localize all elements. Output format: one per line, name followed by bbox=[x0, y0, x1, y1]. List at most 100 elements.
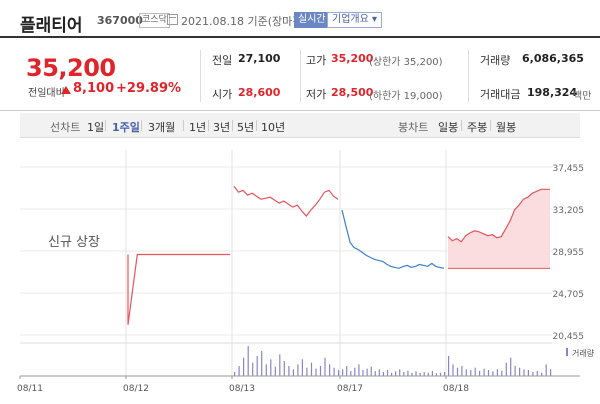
volume-bar bbox=[297, 364, 299, 376]
volume-bar bbox=[496, 369, 498, 376]
volume-bar bbox=[350, 371, 352, 376]
volume-bar bbox=[358, 364, 360, 376]
volume-bar bbox=[415, 371, 417, 376]
price-line-08/18 bbox=[447, 188, 550, 243]
volume-bar bbox=[452, 364, 454, 376]
volume-bar bbox=[456, 367, 459, 376]
volume-bar bbox=[427, 372, 429, 376]
high-value: 35,200 bbox=[331, 52, 374, 65]
volume-bar bbox=[461, 366, 463, 376]
up-triangle-icon bbox=[61, 86, 71, 94]
line-chart-label: 선차트 bbox=[50, 121, 81, 134]
high-label: 고가 bbox=[306, 54, 327, 67]
tab-1y[interactable]: 1년 bbox=[189, 121, 207, 134]
prev-close-label: 전일 bbox=[212, 54, 233, 67]
volume-bar bbox=[362, 370, 364, 376]
tab-5y[interactable]: 5년 bbox=[237, 121, 255, 134]
volume-legend: 거래량 bbox=[572, 348, 595, 358]
volume-bar bbox=[532, 372, 534, 376]
tab-1w[interactable]: 1주일 bbox=[112, 121, 140, 134]
volume-bar bbox=[448, 356, 450, 376]
stock-code: 367000 bbox=[97, 14, 143, 27]
x-tick-label: 08/13 bbox=[229, 384, 255, 394]
realtime-button[interactable]: 실시간 bbox=[294, 12, 330, 28]
volume-bar bbox=[395, 371, 397, 376]
volume-bar bbox=[541, 372, 543, 376]
volume-bar bbox=[419, 373, 421, 376]
change-value: 8,100 bbox=[73, 81, 115, 96]
volume-bar bbox=[519, 367, 521, 376]
volume-bar bbox=[234, 372, 236, 376]
volume-bar bbox=[487, 370, 490, 376]
volume-bar bbox=[431, 371, 433, 376]
volume-bar bbox=[243, 357, 245, 376]
change-rate: +29.89% bbox=[116, 81, 182, 96]
volume-bar bbox=[288, 366, 290, 376]
volume-bar bbox=[536, 371, 538, 376]
volume-bar bbox=[399, 369, 401, 376]
volume-bar bbox=[261, 351, 263, 376]
market-badge: 코스닥 bbox=[139, 13, 170, 28]
volume-bar bbox=[465, 369, 467, 376]
chart-grid bbox=[20, 150, 552, 376]
volume-bar bbox=[366, 368, 368, 376]
base-date: 2021.08.18 기준(장마감) bbox=[181, 15, 307, 28]
volume-bar bbox=[474, 367, 476, 376]
tab-daily[interactable]: 일봉 bbox=[438, 121, 459, 134]
open-value: 28,600 bbox=[238, 86, 281, 99]
volume-bar bbox=[238, 366, 240, 376]
company-overview-button[interactable]: 기업개요 ▾ bbox=[327, 12, 382, 28]
open-label: 시가 bbox=[212, 88, 233, 101]
volume-bar bbox=[411, 372, 413, 376]
divider bbox=[300, 50, 301, 102]
volume-bar bbox=[501, 370, 503, 376]
x-tick-label: 08/11 bbox=[17, 384, 43, 394]
volume-bar bbox=[370, 366, 372, 376]
stock-header: 플래티어 367000 코스닥 2021.08.18 기준(장마감) 실시간 기… bbox=[0, 0, 600, 38]
volume-bar bbox=[265, 364, 267, 376]
volume-bar bbox=[324, 357, 326, 376]
volume-bar bbox=[329, 364, 331, 376]
candle-chart-label: 봉차트 bbox=[398, 121, 429, 134]
tab-3m[interactable]: 3개월 bbox=[148, 121, 176, 134]
x-tick-label: 08/18 bbox=[443, 384, 469, 394]
volume-bar bbox=[505, 362, 507, 376]
volume-bar bbox=[479, 371, 481, 376]
volume-bar bbox=[342, 369, 344, 376]
volume-bars bbox=[234, 346, 552, 376]
volume-bar bbox=[283, 361, 285, 376]
volume-bar bbox=[279, 354, 281, 376]
tab-3y[interactable]: 3년 bbox=[213, 121, 231, 134]
tab-10y[interactable]: 10년 bbox=[261, 121, 286, 134]
volume-legend-icon bbox=[566, 348, 568, 356]
volume-bar bbox=[319, 366, 322, 376]
divider bbox=[468, 50, 469, 102]
stock-name: 플래티어 bbox=[20, 16, 83, 36]
volume-bar bbox=[374, 371, 376, 376]
fill-area bbox=[448, 189, 550, 269]
price-line-08/12 bbox=[127, 253, 230, 325]
volume-bar bbox=[483, 368, 485, 376]
x-axis: 08/11 08/12 08/13 08/17 08/18 bbox=[17, 375, 580, 394]
tab-weekly[interactable]: 주봉 bbox=[467, 121, 488, 134]
y-tick-label: 24,705 bbox=[553, 290, 585, 300]
volume-bar bbox=[292, 369, 294, 376]
volume-bar bbox=[403, 372, 405, 376]
price-fill bbox=[448, 189, 550, 269]
volume-bar bbox=[247, 346, 249, 376]
y-axis: 37,455 33,205 28,955 24,705 20,455 bbox=[553, 164, 585, 342]
y-tick-label: 20,455 bbox=[553, 332, 585, 342]
volume-bar bbox=[523, 369, 525, 376]
upper-limit: (상한가 35,200) bbox=[369, 57, 443, 68]
tab-monthly[interactable]: 월봉 bbox=[496, 121, 517, 134]
volume-bar bbox=[444, 372, 446, 376]
volume-bar bbox=[378, 369, 380, 376]
amount-value: 198,324 bbox=[527, 86, 578, 99]
volume-bar bbox=[470, 370, 472, 376]
volume-bar bbox=[423, 372, 425, 376]
volume-bar bbox=[256, 356, 258, 376]
price-line-08/13 bbox=[233, 185, 339, 217]
tab-1d[interactable]: 1일 bbox=[87, 121, 105, 134]
volume-bar bbox=[514, 366, 516, 376]
